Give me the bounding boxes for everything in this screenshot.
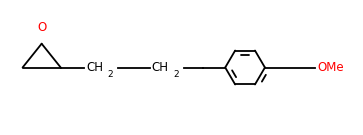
Text: OMe: OMe bbox=[317, 61, 344, 74]
Text: CH: CH bbox=[86, 61, 103, 74]
Text: 2: 2 bbox=[108, 70, 113, 79]
Text: CH: CH bbox=[152, 61, 169, 74]
Text: 2: 2 bbox=[174, 70, 179, 79]
Text: O: O bbox=[37, 21, 46, 34]
